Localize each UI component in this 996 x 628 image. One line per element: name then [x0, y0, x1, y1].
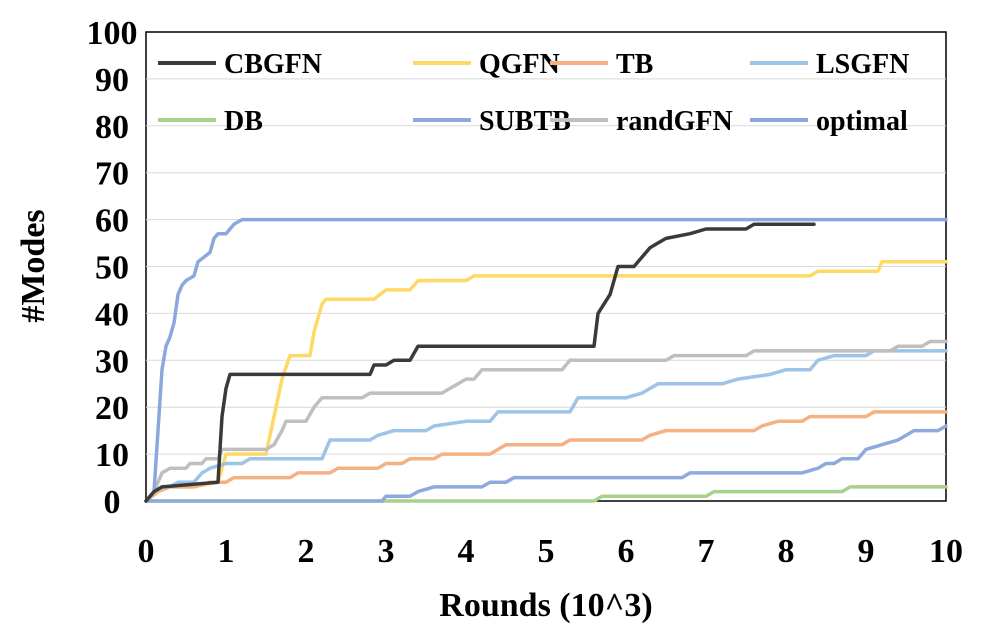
y-tick-label: 60	[95, 203, 129, 240]
series-line-db	[144, 485, 948, 503]
x-tick-label: 3	[378, 533, 395, 570]
y-tick-label: 30	[95, 343, 129, 380]
y-tick-label: 40	[95, 296, 129, 333]
y-tick-label: 70	[95, 156, 129, 193]
x-tick-label: 1	[218, 533, 235, 570]
y-axis-title: #Modes	[15, 209, 52, 322]
legend-label-tb: TB	[616, 49, 653, 80]
series-line-randgfn	[144, 339, 948, 503]
x-tick-label: 7	[698, 533, 715, 570]
y-tick-label: 20	[95, 390, 129, 427]
x-tick-label: 2	[298, 533, 315, 570]
y-tick-label: 10	[95, 437, 129, 474]
legend-label-randgfn: randGFN	[616, 106, 733, 137]
y-tick-label: 80	[95, 109, 129, 146]
x-tick-label: 5	[538, 533, 555, 570]
legend-label-lsgfn: LSGFN	[816, 49, 909, 80]
legend-label-optimal: optimal	[816, 106, 908, 137]
y-tick-label: 100	[87, 15, 138, 52]
legend-label-cbgfn: CBGFN	[224, 49, 322, 80]
series-line-lsgfn	[144, 349, 948, 503]
series-line-subtb	[144, 424, 948, 503]
y-tick-label: 90	[95, 62, 129, 99]
x-tick-label: 4	[458, 533, 475, 570]
x-tick-label: 8	[778, 533, 795, 570]
y-tick-labels: 0 10 20 30 40 50 60 70 80 90 100	[87, 15, 138, 521]
x-tick-label: 9	[858, 533, 875, 570]
series-line-optimal	[144, 217, 948, 503]
series-lines	[144, 217, 948, 503]
series-line-cbgfn	[144, 222, 816, 503]
legend-label-qgfn: QGFN	[479, 49, 560, 80]
y-tick-label: 0	[104, 484, 121, 521]
x-tick-labels: 0 1 2 3 4 5 6 7 8 9 10	[138, 533, 964, 570]
legend-label-db: DB	[224, 106, 263, 137]
series-line-tb	[144, 410, 948, 503]
x-tick-label: 0	[138, 533, 155, 570]
y-tick-label: 50	[95, 250, 129, 287]
x-tick-label: 10	[929, 533, 963, 570]
x-tick-label: 6	[618, 533, 635, 570]
x-axis-title: Rounds (10^3)	[439, 587, 652, 624]
